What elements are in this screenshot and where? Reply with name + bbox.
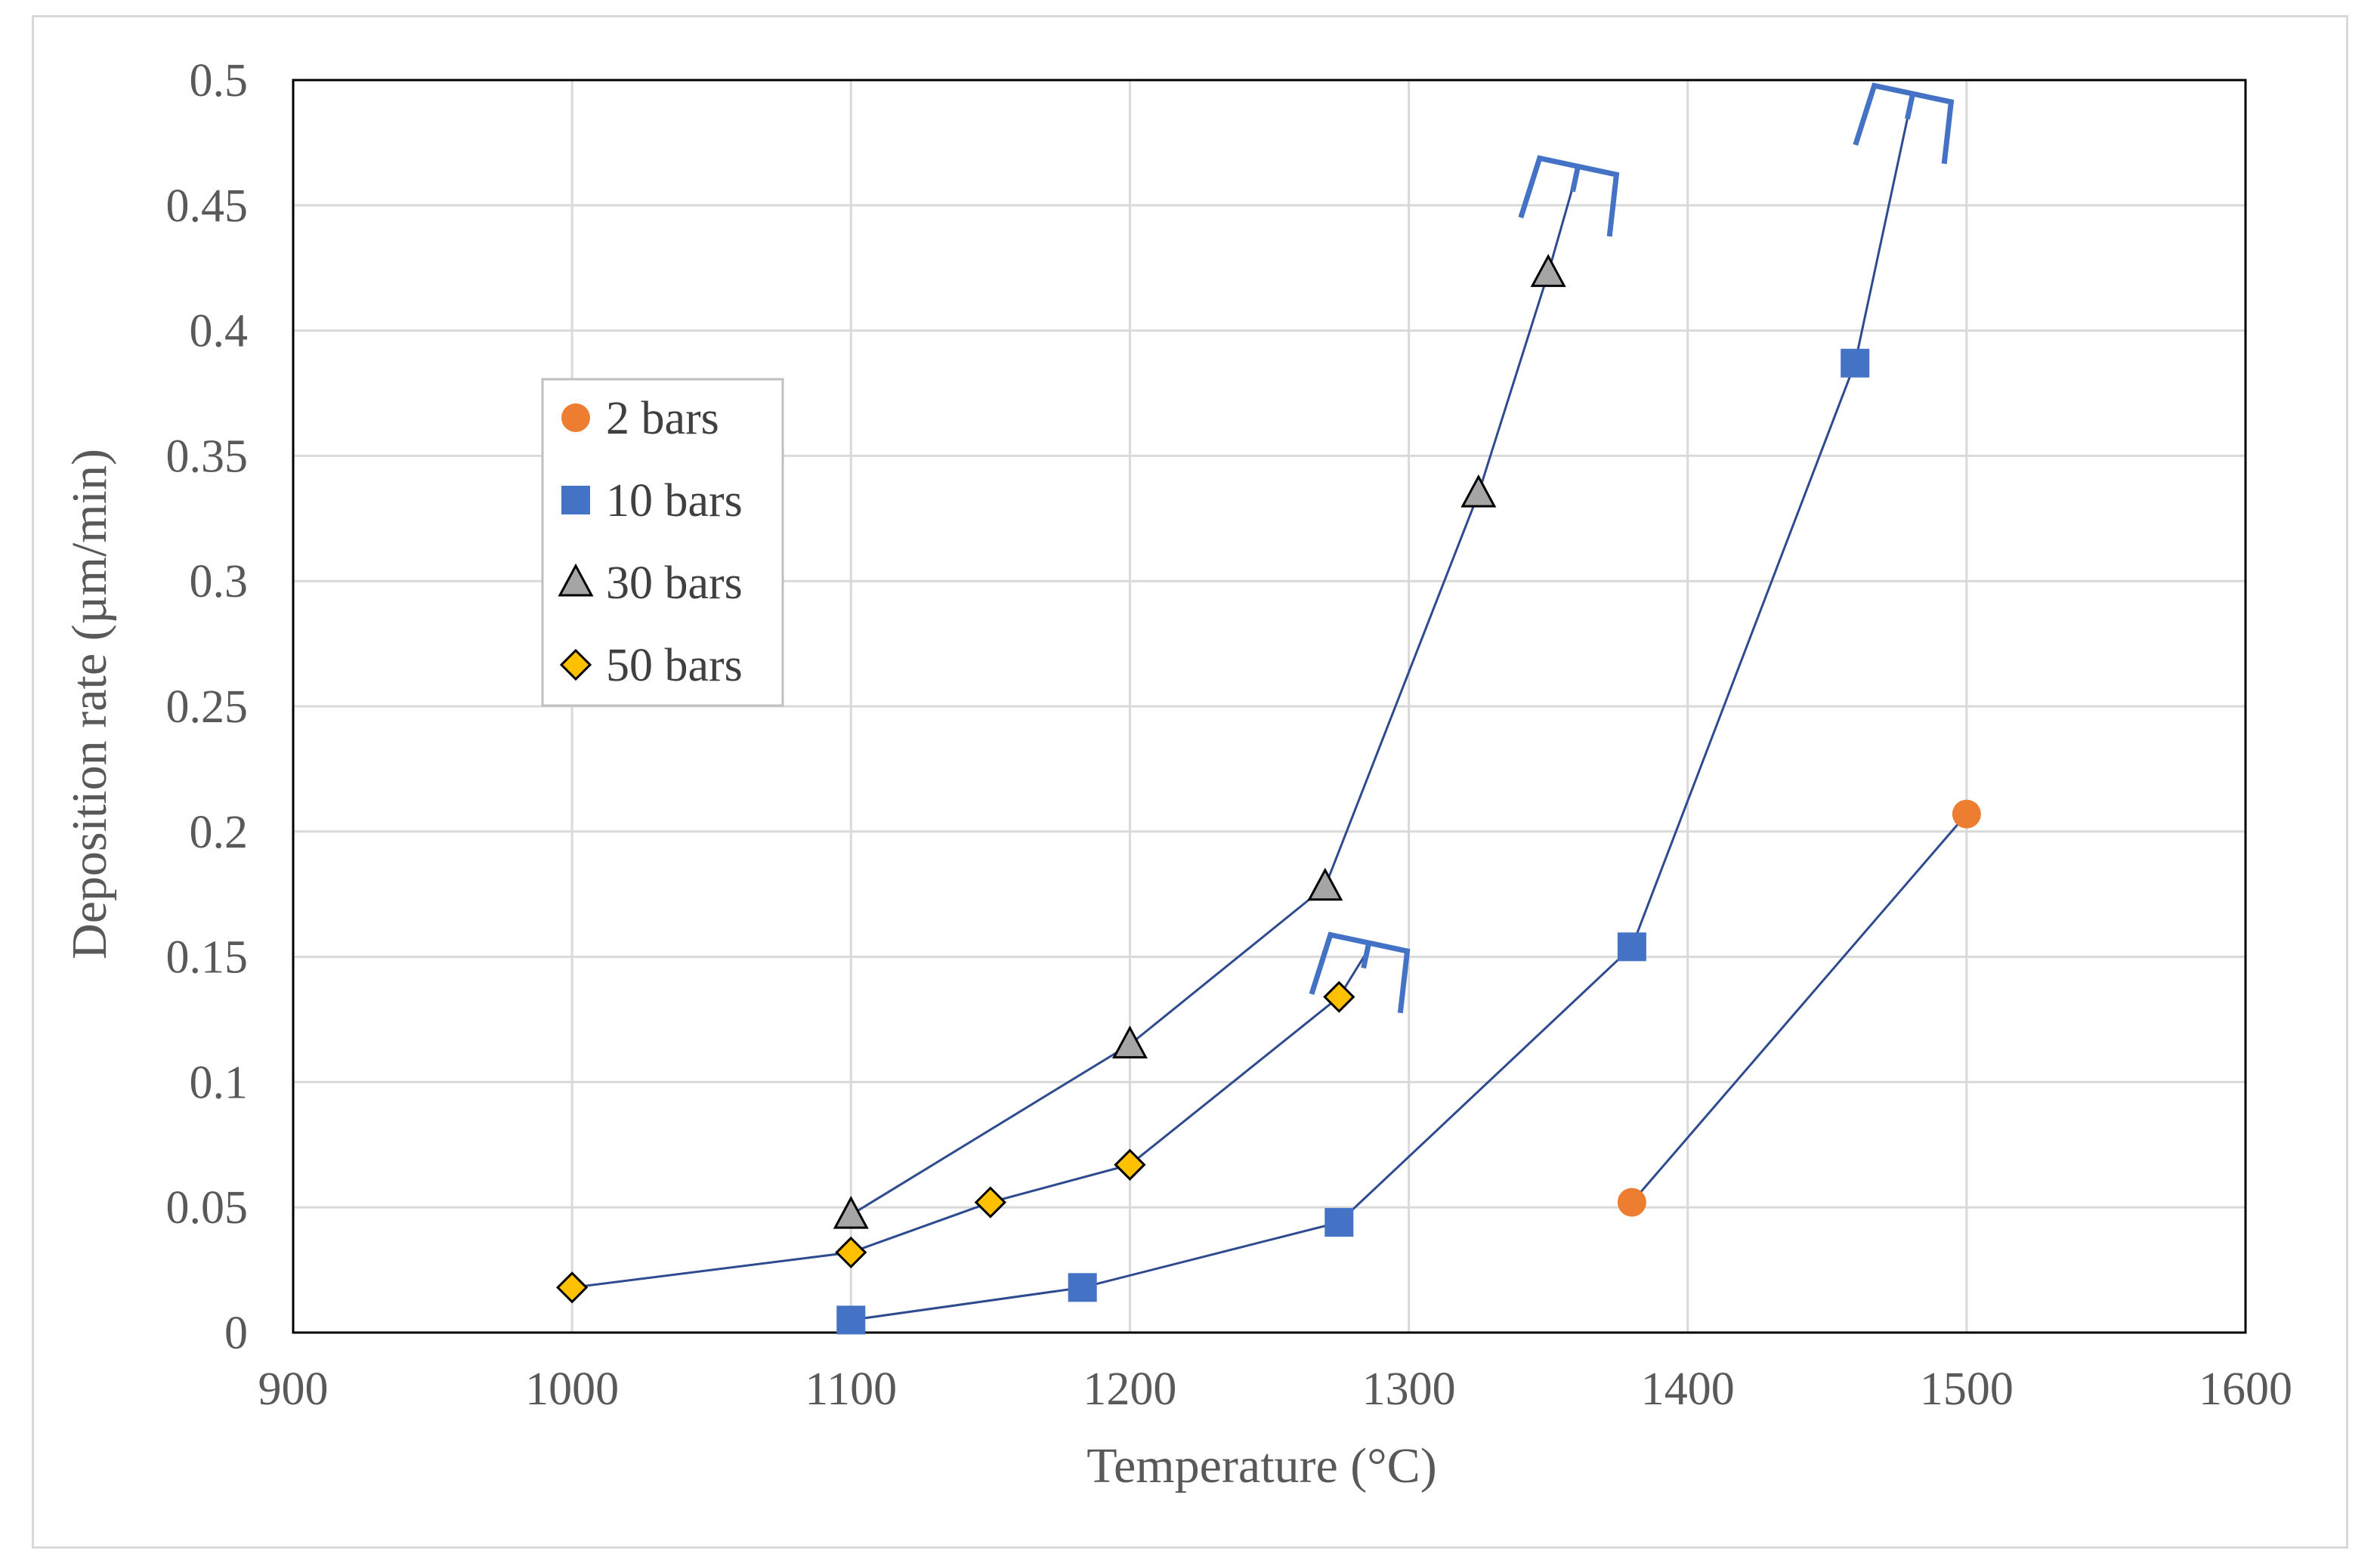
legend: 2 bars 10 bars 30 bars 50 bars [541,378,784,707]
x-tick-label: 1000 [525,1364,619,1415]
data-point-circle [1952,799,1981,829]
legend-entry: 30 bars [558,558,743,609]
data-point-circle [1617,1188,1646,1217]
data-point-diamond [1323,981,1355,1013]
legend-entry: 2 bars [561,393,719,444]
x-tick-label: 1400 [1641,1364,1735,1415]
trend-extension-line [1853,102,1912,364]
legend-label: 2 bars [606,393,719,444]
legend-marker-square [561,486,590,514]
legend-marker-circle [561,403,590,432]
trend-extension-line [1547,175,1578,273]
x-tick-label: 1600 [2199,1364,2292,1415]
bracket-annotation [1309,931,1411,1014]
legend-entry: 10 bars [561,475,743,527]
legend-items: 2 bars 10 bars 30 bars 50 bars [558,393,743,691]
y-tick-label: 0.35 [166,431,249,482]
data-point-triangle [1460,474,1497,508]
legend-label: 30 bars [606,558,743,609]
x-tick-label: 1100 [805,1364,897,1415]
y-tick-label: 0.1 [190,1057,249,1108]
legend-label: 10 bars [606,475,743,527]
bracket-annotation [1518,155,1620,237]
data-point-square [1068,1273,1097,1302]
y-tick-label: 0.25 [166,681,249,733]
x-tick-label: 1200 [1083,1364,1176,1415]
data-point-diamond [1114,1148,1146,1181]
data-point-diamond [556,1271,589,1304]
data-point-triangle [1530,254,1566,287]
plot-area-border [292,79,2247,1334]
legend-label: 50 bars [606,640,743,691]
y-tick-label: 0.5 [190,55,249,107]
data-point-diamond [835,1236,867,1269]
data-point-square [836,1305,866,1335]
tick-labels: 900 1000 1100 1200 1300 1400 1500 1600 0 0.05 0.1 0… [166,55,2293,1415]
series-line-2-bars [1630,813,1967,1203]
y-tick-label: 0.2 [190,807,249,858]
data-point-triangle [833,1195,869,1229]
y-axis-title: Deposition rate (µm/min) [62,449,117,959]
bracket-annotation [1853,82,1955,165]
data-point-square [1841,348,1870,378]
bracket-shape [1309,931,1411,1014]
bracket-shape [1853,82,1955,165]
chart-frame [32,15,2348,1549]
legend-marker-triangle [558,563,594,597]
x-tick-label: 1300 [1362,1364,1456,1415]
y-tick-label: 0.05 [166,1182,249,1234]
y-tick-label: 0.15 [166,932,249,984]
series-lines [571,102,1967,1321]
data-point-triangle [1307,867,1343,901]
plot-border [292,79,2247,1334]
y-tick-label: 0.4 [190,306,249,357]
series-line-10-bars [851,363,1856,1321]
data-point-square [1324,1208,1354,1237]
data-point-diamond [974,1186,1006,1219]
data-point-square [1617,932,1646,962]
data-point-triangle [1111,1025,1148,1059]
bracket-shape [1518,155,1620,237]
legend-marker-diamond [559,648,592,681]
x-axis-title: Temperature (°C) [1086,1438,1436,1493]
series-line-50-bars [571,996,1340,1289]
legend-entry: 50 bars [559,640,743,691]
x-tick-label: 1500 [1920,1364,2014,1415]
data-markers [556,254,1981,1335]
x-tick-label: 900 [258,1364,329,1415]
y-tick-label: 0.3 [190,556,249,607]
y-tick-label: 0.45 [166,181,249,232]
legend-box [541,378,784,707]
series-line-30-bars [850,272,1550,1216]
bracket-annotations [1309,82,1955,1014]
y-tick-label: 0 [224,1308,248,1359]
